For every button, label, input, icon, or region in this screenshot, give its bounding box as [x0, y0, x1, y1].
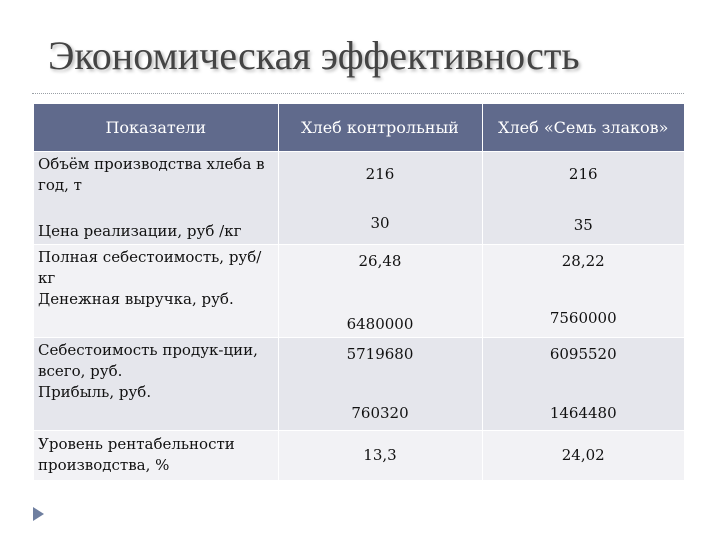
efficiency-table: Показатели Хлеб контрольный Хлеб «Семь з… — [34, 104, 684, 480]
seven-value-cell: 28,22 7560000 — [481, 244, 684, 338]
row-label-cell: Уровень рентабельности производства, % — [34, 430, 278, 480]
table-header-row: Показатели Хлеб контрольный Хлеб «Семь з… — [34, 104, 684, 152]
row-label: Цена реализации, руб /кг — [38, 222, 242, 240]
header-seven-grains-bread: Хлеб «Семь злаков» — [481, 104, 684, 152]
header-indicators: Показатели — [34, 104, 278, 152]
control-value: 760320 — [351, 404, 409, 422]
row-label-cell: Полная себестоимость, руб/кг Денежная вы… — [34, 244, 278, 338]
control-value: 13,3 — [363, 445, 397, 464]
row-label-cell: Себестоимость продук-ции, всего, руб. Пр… — [34, 337, 278, 431]
seven-value-cell: 6095520 1464480 — [481, 337, 684, 431]
control-value-cell: 26,48 6480000 — [277, 244, 482, 338]
seven-value: 24,02 — [561, 445, 605, 464]
row-label: Прибыль, руб. — [38, 383, 152, 401]
row-label: Объём производства хлеба в год, т — [38, 155, 265, 194]
slide-title: Экономическая эффективность — [48, 33, 580, 78]
table-row: Полная себестоимость, руб/кг Денежная вы… — [34, 244, 684, 338]
row-label: Полная себестоимость, руб/кг — [38, 248, 262, 287]
table-row: Себестоимость продук-ции, всего, руб. Пр… — [34, 337, 684, 431]
control-value-cell: 5719680 760320 — [277, 337, 482, 431]
seven-value-cell: 216 35 — [481, 151, 684, 245]
row-label: Денежная выручка, руб. — [38, 290, 234, 308]
seven-value-cell: 24,02 — [481, 430, 684, 480]
row-label: Себестоимость продук-ции, всего, руб. — [38, 341, 258, 380]
control-value: 216 — [365, 165, 395, 183]
row-label-cell: Объём производства хлеба в год, т Цена р… — [34, 151, 278, 245]
seven-value: 6095520 — [549, 345, 617, 363]
table-row: Уровень рентабельности производства, % 1… — [34, 430, 684, 480]
header-control-bread: Хлеб контрольный — [277, 104, 482, 152]
seven-value: 35 — [573, 216, 593, 234]
row-label: Уровень рентабельности производства, % — [38, 435, 235, 475]
title-divider — [32, 93, 684, 94]
seven-value: 28,22 — [561, 252, 605, 270]
control-value: 6480000 — [346, 315, 414, 333]
seven-value: 1464480 — [549, 404, 617, 422]
control-value-cell: 216 30 — [277, 151, 482, 245]
control-value-cell: 13,3 — [277, 430, 482, 480]
triangle-bullet-icon — [33, 507, 44, 521]
table-row: Объём производства хлеба в год, т Цена р… — [34, 151, 684, 245]
seven-value: 216 — [568, 165, 598, 183]
control-value: 30 — [370, 214, 390, 232]
seven-value: 7560000 — [549, 309, 617, 327]
control-value: 5719680 — [346, 345, 414, 363]
control-value: 26,48 — [358, 252, 402, 270]
